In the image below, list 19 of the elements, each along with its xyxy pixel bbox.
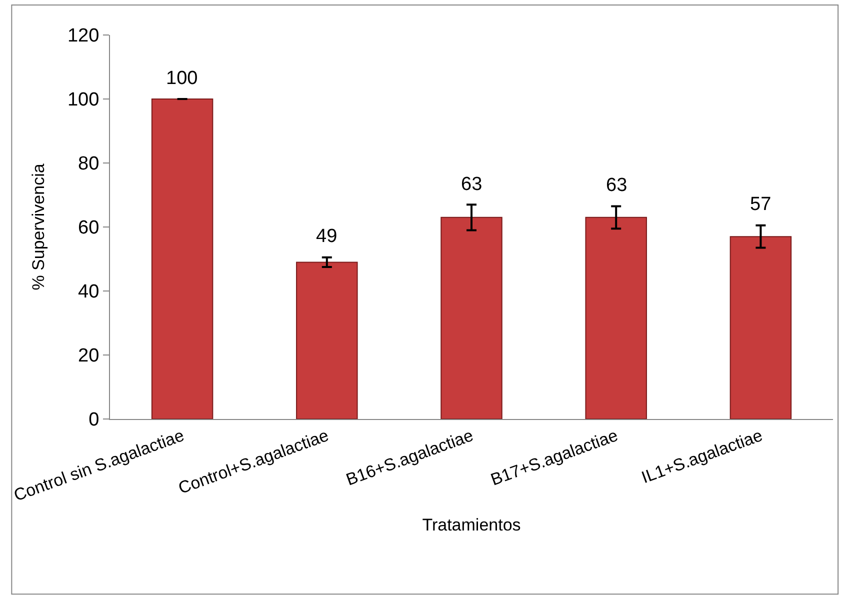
- data-label: 57: [750, 194, 772, 215]
- data-label: 100: [166, 68, 198, 89]
- data-label: 63: [461, 174, 482, 195]
- bar: [585, 216, 647, 419]
- y-tick-label: 60: [78, 218, 100, 239]
- bar: [730, 236, 792, 419]
- y-tick-label: 40: [78, 282, 100, 303]
- y-tick-label: 80: [78, 154, 100, 175]
- x-axis-title: Tratamientos: [422, 515, 521, 534]
- bar: [440, 216, 502, 419]
- bar: [296, 262, 358, 419]
- y-tick-label: 100: [67, 90, 100, 111]
- data-label: 49: [316, 226, 338, 247]
- y-tick-label: 20: [78, 346, 100, 367]
- bar: [151, 98, 214, 419]
- data-label: 63: [606, 175, 628, 196]
- y-axis-title: % Supervivencia: [29, 163, 48, 290]
- y-tick-label: 120: [67, 26, 100, 47]
- y-tick-label: 0: [88, 410, 100, 431]
